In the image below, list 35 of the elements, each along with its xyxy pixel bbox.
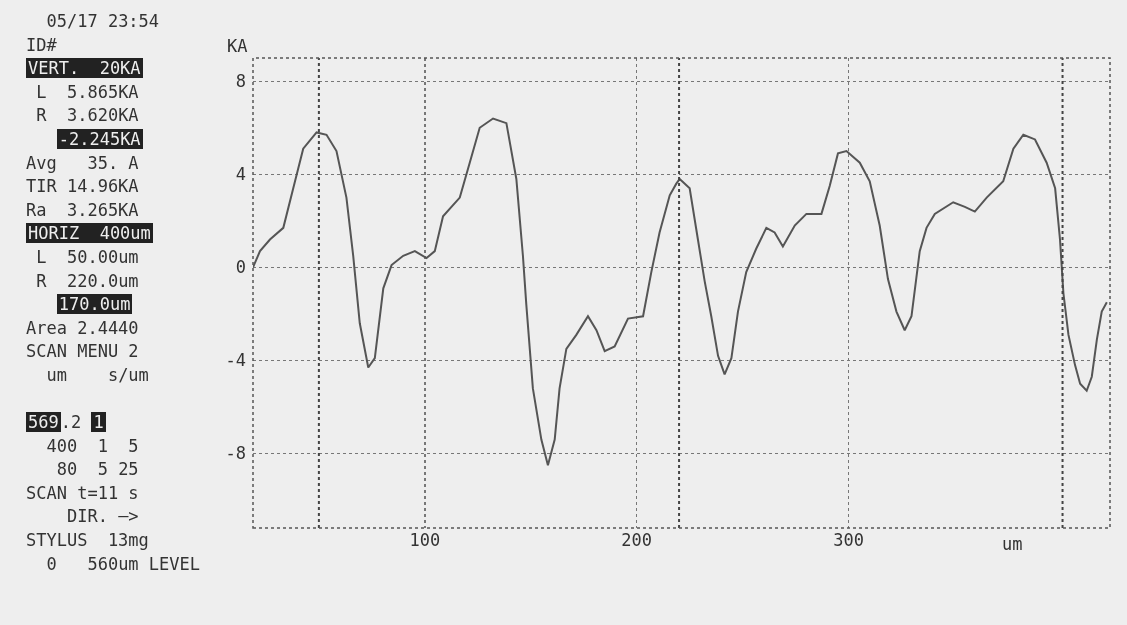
text: DIR. —> — [66, 506, 139, 527]
y-axis-title: KA — [227, 36, 248, 56]
x-tick-label: 200 — [621, 530, 653, 550]
x-axis-title: um — [1002, 534, 1023, 554]
text: 569 — [26, 412, 61, 433]
text: Avg 35. A — [26, 152, 139, 173]
text: SCAN t=11 s — [26, 482, 139, 503]
text: VERT. 20KA — [26, 58, 143, 79]
text: STYLUS 13mg — [26, 530, 149, 551]
x-tick-label: 300 — [833, 530, 864, 550]
text: Area 2.4440 — [26, 317, 139, 338]
y-tick-label: 0 — [235, 257, 246, 278]
text: 80 5 25 — [56, 459, 139, 480]
text: um s/um — [46, 364, 149, 385]
text: TIR 14.96KA — [26, 176, 139, 197]
text: 1 — [91, 412, 106, 433]
text: 05/17 23:54 — [46, 11, 160, 31]
text: SCAN MENU 2 — [26, 341, 139, 362]
y-tick-label: -8 — [225, 443, 246, 464]
text: Ra 3.265KA — [26, 199, 139, 220]
text: -2.245KA — [56, 128, 143, 149]
text: L 50.00um — [36, 246, 139, 267]
text: 0 560um LEVEL — [46, 553, 201, 574]
text: R 3.620KA — [36, 105, 139, 126]
y-tick-label: -4 — [225, 350, 246, 371]
text: 400 1 5 — [46, 435, 139, 456]
text: L 5.865KA — [36, 81, 139, 102]
text: 170.0um — [56, 294, 133, 315]
text: ID# — [26, 34, 57, 55]
text: .2 — [60, 412, 82, 433]
x-tick-label: 100 — [409, 530, 441, 550]
y-tick-label: 8 — [235, 71, 246, 92]
y-tick-label: 4 — [235, 164, 246, 185]
text: HORIZ 400um — [26, 223, 153, 244]
text: R 220.0um — [36, 270, 139, 291]
